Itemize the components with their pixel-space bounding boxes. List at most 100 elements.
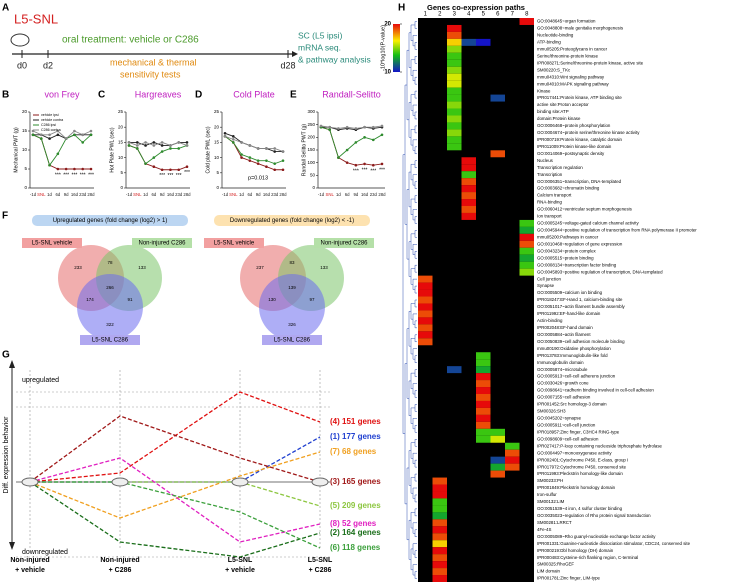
x-tick-label: SNL: [37, 192, 46, 197]
venn-count: 233: [74, 265, 82, 270]
x-tick-label: -1d: [30, 192, 37, 197]
column-label: 3: [453, 12, 457, 18]
dendrogram: [406, 328, 409, 399]
heat-cell: [432, 491, 447, 499]
row-label: Nucleus: [537, 158, 554, 163]
dendrogram: [406, 467, 409, 541]
heat-cell: [476, 421, 491, 429]
series-line: [32, 130, 92, 140]
row-label: SM00220:S_TKc: [537, 67, 571, 72]
row-label: GO:0048645~organ formation: [537, 19, 596, 24]
treatment-label: oral treatment: vehicle or C286: [62, 35, 199, 46]
analysis-label: SC (L5 ipsi): [298, 30, 343, 40]
dendrogram: [406, 49, 409, 121]
data-point: [48, 133, 51, 137]
heat-cell: [418, 324, 433, 332]
y-tick-label: 5: [120, 170, 123, 175]
row-label: GO:0045944~positive regulation of transc…: [537, 228, 697, 233]
dendrogram: [414, 459, 417, 468]
down-label: downregulated: [22, 549, 68, 556]
y-tick-label: 15: [214, 140, 220, 145]
set-box: [80, 335, 140, 345]
dendrogram: [408, 32, 411, 68]
panel-letter: E: [290, 90, 297, 101]
significance: ***: [88, 172, 94, 178]
significance: ***: [176, 173, 182, 179]
expression-path: [30, 481, 321, 549]
row-label: IPR002401:Cytochrome P450, E-class, grou…: [537, 457, 628, 462]
heat-cell: [432, 498, 447, 506]
x-tick-label: 28d: [183, 192, 191, 197]
heat-cell: [476, 394, 491, 401]
x-tick-label: 1d: [336, 192, 341, 197]
data-point: [169, 147, 172, 150]
y-axis-label: Cold plate PWL (sec): [205, 126, 211, 173]
dendrogram: [414, 355, 417, 363]
series-line: [128, 141, 188, 146]
significance: ***: [362, 167, 368, 173]
data-point: [273, 168, 277, 172]
stage-node: [311, 477, 329, 487]
row-label: IPR001331:Guanine-nucleotide dissociatio…: [537, 541, 691, 546]
dendrogram: [414, 320, 417, 329]
heat-cell: [418, 317, 433, 325]
heat-cell: [418, 289, 433, 297]
x-tick-label: 28d: [87, 192, 95, 197]
data-point: [135, 147, 139, 150]
venn-circle: [77, 274, 143, 340]
heat-cell: [432, 554, 447, 562]
y-tick-label: 20: [22, 109, 28, 114]
data-point: [265, 147, 268, 150]
dendrogram: [414, 494, 417, 503]
x-tick-label: 23d: [370, 192, 378, 197]
column-label: 1: [424, 12, 428, 18]
heat-cell: [476, 428, 491, 436]
heat-cell: [490, 463, 505, 471]
row-label: IPR011993:Pleckstrin homology-like domai…: [537, 471, 623, 476]
row-label: IPR018247:EF-Hand 1, calcium-binding sit…: [537, 297, 623, 302]
data-point: [281, 150, 285, 153]
data-point: [152, 165, 156, 169]
analysis-label: mRNA seq.: [298, 42, 341, 52]
x-tick-label: 1d: [47, 192, 52, 197]
heat-cell: [432, 533, 447, 541]
data-point: [223, 131, 227, 135]
row-label: Nucleotide-binding: [537, 33, 574, 38]
data-point: [177, 168, 181, 172]
set-box: [204, 238, 264, 248]
day-label: d0: [17, 60, 27, 70]
y-tick-label: 0: [120, 185, 123, 190]
significance: ***: [159, 173, 165, 179]
heat-cell: [447, 108, 462, 116]
chart-title: von Frey: [44, 89, 80, 99]
stage-label: + C286: [309, 567, 332, 574]
panel-letter: H: [398, 3, 405, 14]
row-label: GO:0005884~actin filament: [537, 332, 591, 337]
venn-count: 174: [86, 297, 94, 302]
heat-cell: [476, 435, 491, 443]
row-label: active site:Proton acceptor: [537, 102, 589, 107]
heat-cell: [476, 380, 491, 388]
x-tick-label: 6d: [151, 192, 156, 197]
y-tick-label: 200: [307, 135, 315, 140]
row-label: SM00233:PH: [537, 478, 563, 483]
heat-cell: [490, 428, 505, 436]
y-tick-label: 0: [24, 185, 27, 190]
expression-path: [29, 481, 321, 558]
data-point: [152, 141, 156, 144]
venn-count: 97: [309, 297, 315, 302]
significance: ***: [353, 169, 359, 175]
y-tick-label: 150: [307, 147, 315, 152]
row-label: Kinase: [537, 88, 551, 93]
expression-path: [29, 415, 321, 483]
row-label: Cell junction: [537, 276, 561, 281]
row-label: Synapse: [537, 283, 555, 288]
x-tick-label: SNL: [326, 192, 335, 197]
data-point: [281, 168, 285, 172]
panel-letter: B: [2, 90, 9, 101]
heat-cell: [432, 547, 447, 555]
data-point: [81, 133, 85, 137]
series-line: [224, 135, 284, 165]
row-label: GO:0014069~postsynaptic density: [537, 151, 605, 156]
